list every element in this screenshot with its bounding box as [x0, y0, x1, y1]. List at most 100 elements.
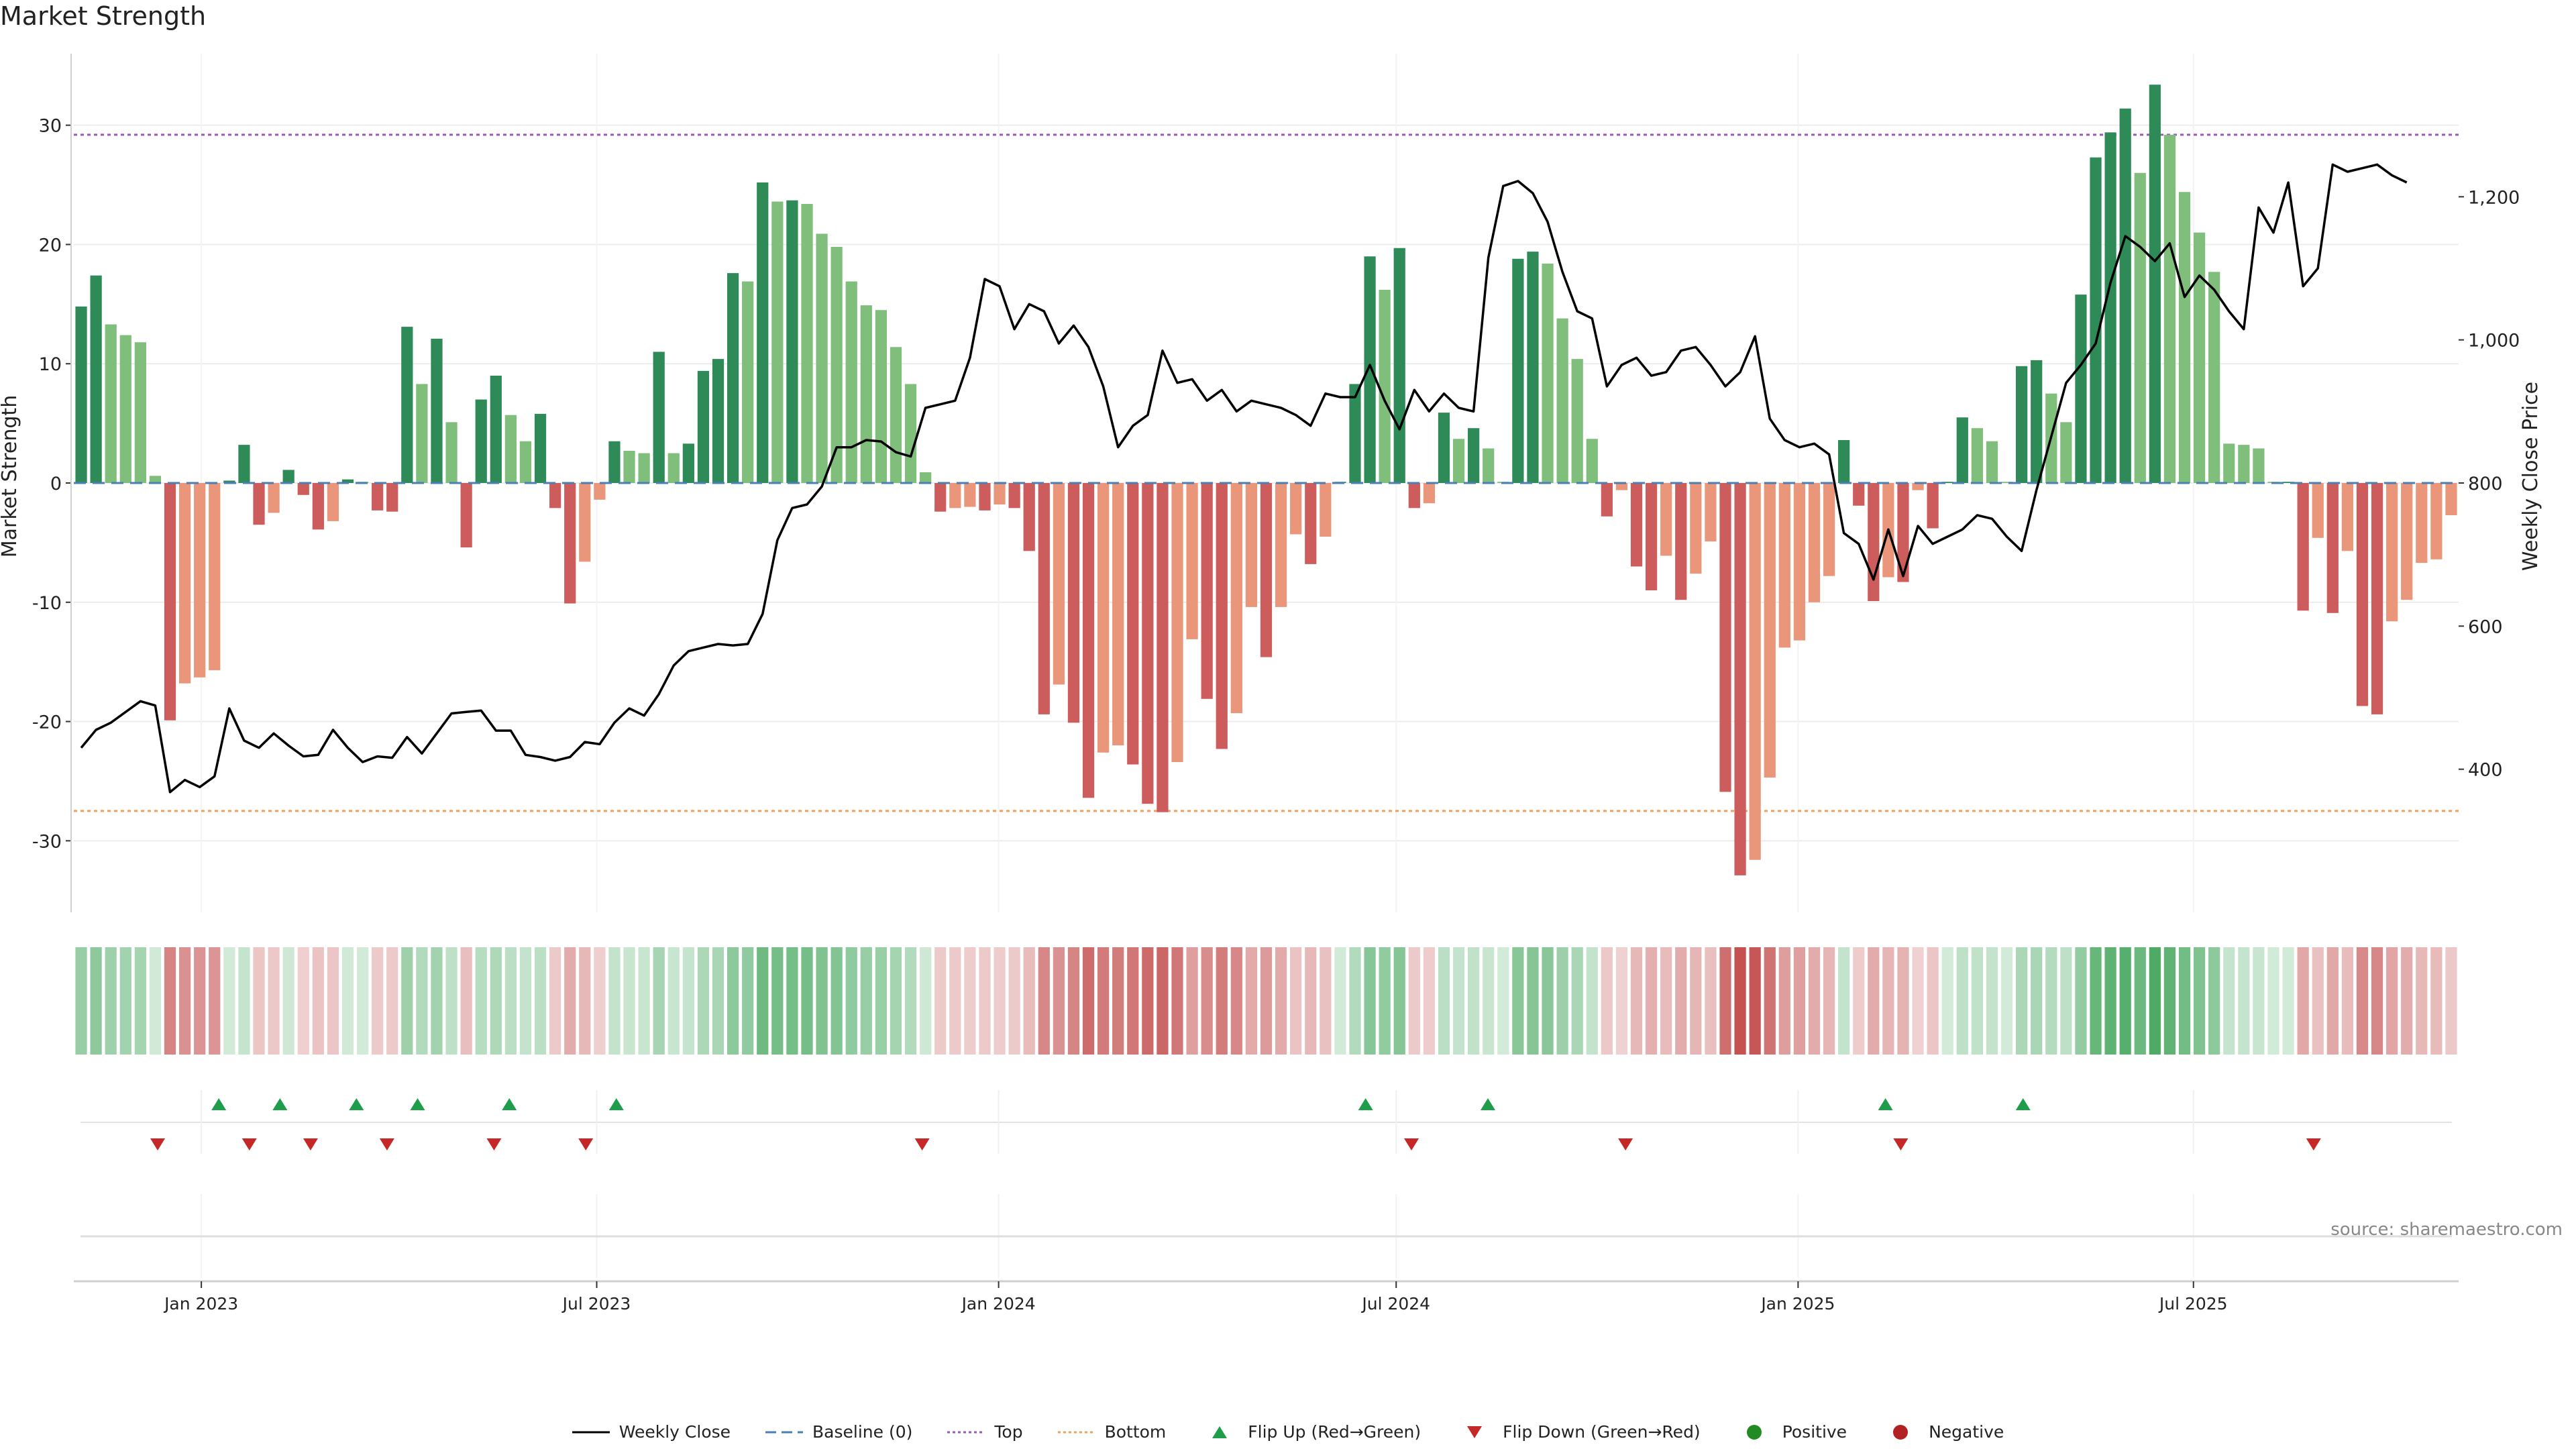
strength-bar: [194, 483, 206, 678]
heat-cell: [860, 947, 872, 1055]
strength-bars: [75, 85, 2457, 875]
heat-cell: [1927, 947, 1939, 1055]
strength-bar: [1097, 483, 1110, 753]
strength-bar: [1853, 483, 1865, 506]
heat-cell: [134, 947, 146, 1055]
y-right-tick-label: 600: [2468, 616, 2503, 637]
heat-cell: [1408, 947, 1420, 1055]
strength-bar: [1201, 483, 1213, 699]
heat-cell: [341, 947, 354, 1055]
heat-cell: [564, 947, 576, 1055]
strength-bar: [1527, 252, 1539, 483]
heat-cell: [845, 947, 857, 1055]
strength-bar: [860, 305, 872, 483]
heat-cell: [75, 947, 87, 1055]
flip-down-marker: [486, 1138, 502, 1150]
heat-cell: [119, 947, 131, 1055]
heat-cell: [830, 947, 843, 1055]
strength-bar: [490, 376, 502, 483]
strength-bar: [2223, 443, 2235, 483]
heat-cell: [2326, 947, 2339, 1055]
heat-cell: [2253, 947, 2265, 1055]
heat-cell: [1734, 947, 1746, 1055]
heat-cell: [238, 947, 250, 1055]
strength-bar: [119, 335, 131, 483]
strength-bar: [579, 483, 591, 562]
heat-cell: [1452, 947, 1465, 1055]
heat-cell: [594, 947, 606, 1055]
flip-markers-panel: [80, 1090, 2452, 1154]
heat-cell: [1808, 947, 1821, 1055]
strength-bar: [2060, 422, 2072, 483]
legend-label: Flip Up (Red→Green): [1248, 1422, 1421, 1442]
legend-label: Positive: [1782, 1422, 1847, 1442]
heat-cell: [1438, 947, 1450, 1055]
strength-bar: [1364, 256, 1376, 483]
heat-cell: [149, 947, 162, 1055]
strength-bar: [2401, 483, 2413, 600]
heat-cell: [579, 947, 591, 1055]
legend-label: Baseline (0): [812, 1422, 913, 1442]
x-tick-label: Jul 2023: [561, 1294, 631, 1313]
heat-cell: [1882, 947, 1894, 1055]
strength-bar: [994, 483, 1006, 504]
heat-cell: [2341, 947, 2354, 1055]
strength-bar: [149, 476, 162, 483]
strength-bar: [1186, 483, 1198, 639]
heat-cell: [1838, 947, 1850, 1055]
strength-bar: [1423, 483, 1435, 504]
strength-bar: [2163, 134, 2176, 483]
strength-bar: [830, 247, 843, 483]
strength-bar: [416, 384, 428, 483]
heat-cell: [2075, 947, 2087, 1055]
flip-up-marker: [502, 1098, 517, 1110]
heat-cell: [1512, 947, 1524, 1055]
heat-cell: [282, 947, 294, 1055]
heat-cell: [1601, 947, 1613, 1055]
strength-bar: [1393, 248, 1405, 483]
heat-cell: [2267, 947, 2279, 1055]
heat-cell: [1497, 947, 1509, 1055]
heat-cell: [1201, 947, 1213, 1055]
heat-cell: [356, 947, 369, 1055]
strength-bar: [1764, 483, 1776, 778]
legend-swatch: [1057, 1431, 1095, 1433]
heat-cell: [2282, 947, 2294, 1055]
strength-bar: [608, 441, 621, 483]
strength-bar: [1571, 359, 1583, 483]
heat-cell: [1778, 947, 1790, 1055]
flip-up-marker: [1480, 1098, 1495, 1110]
heat-cell: [1334, 947, 1346, 1055]
strength-bar: [1956, 417, 1968, 483]
strength-bar: [1838, 440, 1850, 483]
heat-cell: [1142, 947, 1154, 1055]
strength-bar: [1023, 483, 1035, 551]
heat-cell: [1868, 947, 1880, 1055]
strength-bar: [682, 443, 694, 483]
heat-cell: [786, 947, 798, 1055]
strength-bar: [1483, 448, 1495, 483]
strength-bar: [178, 483, 191, 684]
strength-bar: [1719, 483, 1731, 792]
heat-cell: [801, 947, 813, 1055]
strength-bar: [2297, 483, 2309, 611]
threshold-lines: [74, 133, 2459, 812]
y-right-tick-label: 800: [2468, 474, 2503, 494]
strength-bar: [1038, 483, 1050, 714]
strength-bar: [2282, 482, 2294, 483]
legend-item: Baseline (0): [765, 1422, 912, 1442]
heat-cell: [1379, 947, 1391, 1055]
strength-bar: [297, 483, 309, 495]
legend-item: Flip Up (Red→Green): [1201, 1422, 1421, 1442]
heat-cell: [2238, 947, 2250, 1055]
strength-bar: [979, 483, 991, 511]
y-left-tick-label: -10: [32, 593, 62, 614]
heat-cell: [1112, 947, 1124, 1055]
legend-item: Top: [947, 1422, 1023, 1442]
heat-cell: [1423, 947, 1435, 1055]
strength-bar: [1645, 483, 1658, 590]
heat-cell: [638, 947, 650, 1055]
heat-cell: [1986, 947, 1998, 1055]
strength-bar: [209, 483, 221, 671]
strength-bar: [1601, 483, 1613, 517]
